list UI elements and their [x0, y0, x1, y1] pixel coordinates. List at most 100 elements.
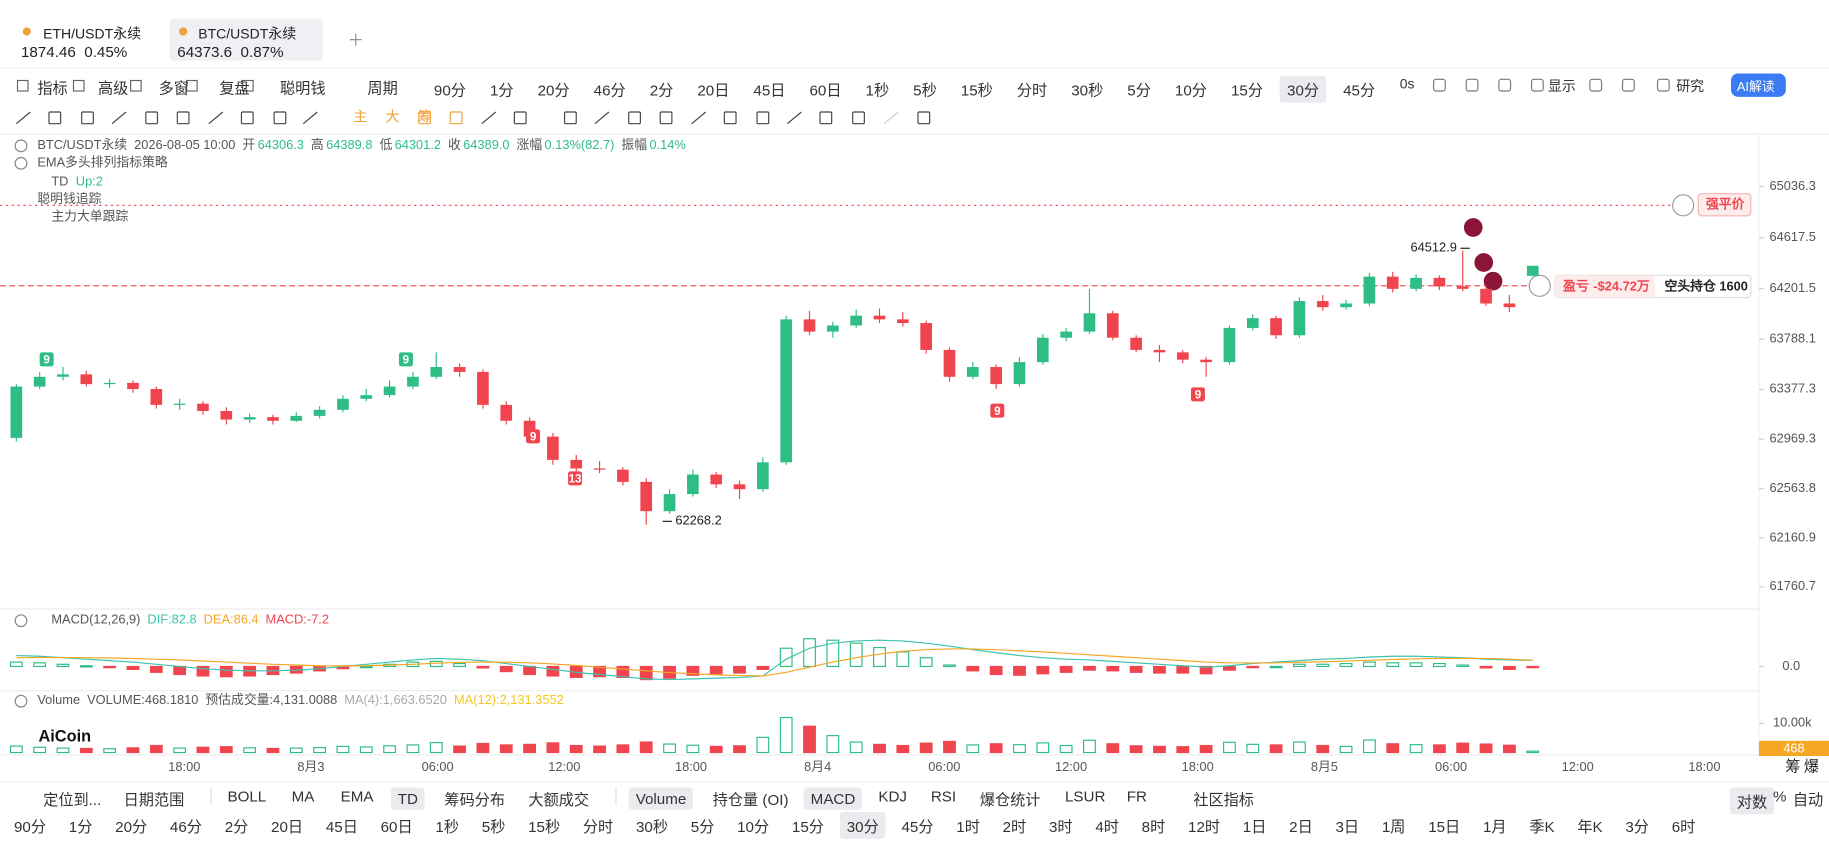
- period-button[interactable]: 45分: [901, 817, 934, 835]
- period-button[interactable]: 3日: [1335, 817, 1360, 835]
- period-button[interactable]: 5分: [1127, 81, 1151, 100]
- period-button[interactable]: 1分: [68, 817, 93, 835]
- period-button[interactable]: 30秒: [1071, 81, 1104, 100]
- period-button[interactable]: 45日: [753, 81, 786, 100]
- tool-button[interactable]: 多窗: [158, 79, 190, 97]
- indicator-button[interactable]: EMA: [340, 787, 374, 806]
- right-tool[interactable]: AI解读: [1736, 80, 1775, 95]
- period-button[interactable]: 5分: [690, 817, 715, 835]
- tab-symbol[interactable]: BTC/USDT永续: [198, 25, 297, 43]
- subchart-button[interactable]: LSUR: [1064, 787, 1106, 806]
- period-button[interactable]: 30分: [1280, 75, 1327, 103]
- volume-bar: [593, 745, 606, 754]
- tool-button[interactable]: 高级: [98, 79, 129, 97]
- subchart-button[interactable]: Volume: [628, 787, 694, 810]
- tab-quote[interactable]: 64373.6 0.87%: [177, 43, 283, 61]
- period-button[interactable]: 分时: [582, 817, 614, 835]
- period-button[interactable]: 5秒: [481, 817, 506, 835]
- macd-bar: [1526, 665, 1540, 669]
- tab-quote[interactable]: 1874.46 0.45%: [21, 43, 127, 61]
- period-button[interactable]: 15秒: [528, 817, 561, 835]
- period-button[interactable]: 年K: [1577, 817, 1603, 835]
- period-button[interactable]: 5秒: [913, 81, 937, 100]
- period-button[interactable]: 分时: [1016, 81, 1048, 100]
- right-tool[interactable]: 显示: [1547, 78, 1576, 95]
- price: 1874.46: [20, 43, 76, 61]
- period-button[interactable]: 2分: [224, 817, 249, 835]
- label[interactable]: 周期: [367, 79, 398, 97]
- period-button[interactable]: 1秒: [865, 81, 890, 100]
- period-button[interactable]: 15分: [1230, 81, 1264, 100]
- period-button[interactable]: 90分: [433, 81, 466, 100]
- indicator-button[interactable]: TD: [390, 787, 425, 810]
- indicator-button[interactable]: 筹码分布: [444, 791, 506, 809]
- tool-button[interactable]: 指标: [37, 79, 68, 97]
- period-button[interactable]: 4时: [1095, 817, 1119, 835]
- period-button[interactable]: 季K: [1529, 817, 1555, 835]
- subchart-button[interactable]: 社区指标: [1193, 791, 1254, 809]
- subchart-button[interactable]: 持仓量 (OI): [712, 791, 789, 809]
- signal-icon: [1463, 218, 1483, 237]
- liquidation-tag[interactable]: [1697, 193, 1752, 217]
- indicator-button[interactable]: BOLL: [227, 787, 267, 806]
- period-button[interactable]: 1分: [489, 81, 514, 100]
- period-button[interactable]: 3时: [1048, 817, 1073, 835]
- right-tool[interactable]: 0s: [1399, 75, 1415, 93]
- draw-tool-icon: [48, 111, 62, 125]
- period-button[interactable]: 46分: [169, 817, 202, 835]
- period-label[interactable]: 周期: [367, 76, 397, 98]
- period-button[interactable]: 1周: [1381, 817, 1406, 835]
- subchart-button[interactable]: RSI: [930, 787, 957, 806]
- draw-tool-icon: [208, 111, 224, 125]
- period-button[interactable]: 1日: [1242, 817, 1267, 835]
- period-button[interactable]: 60日: [809, 81, 842, 100]
- tool-button[interactable]: 聪明钱: [280, 79, 326, 97]
- range-button[interactable]: 日期范围: [123, 791, 185, 809]
- period-button[interactable]: 30分: [839, 811, 886, 839]
- scale-button[interactable]: %: [1773, 787, 1787, 806]
- period-button[interactable]: 1月: [1482, 817, 1507, 835]
- subchart-button[interactable]: MACD: [803, 787, 863, 810]
- period-button[interactable]: 6时: [1671, 817, 1696, 835]
- period-button[interactable]: 3分: [1625, 817, 1649, 835]
- period-button[interactable]: 20日: [271, 817, 304, 835]
- tab-symbol[interactable]: ETH/USDT永续: [43, 25, 142, 43]
- period-button[interactable]: 15分: [791, 817, 824, 835]
- period-button[interactable]: 10分: [737, 817, 770, 835]
- scale-button[interactable]: 对数: [1729, 787, 1775, 815]
- macd-bar: [709, 665, 723, 675]
- period-button[interactable]: 60日: [380, 817, 413, 835]
- period-button[interactable]: 30秒: [635, 817, 669, 835]
- tool-button[interactable]: 复盘: [219, 79, 250, 97]
- right-tool[interactable]: 研究: [1676, 78, 1705, 95]
- ai-button[interactable]: [1731, 73, 1786, 97]
- period-button[interactable]: 45分: [1343, 81, 1376, 100]
- period-button[interactable]: 2分: [649, 81, 674, 100]
- period-button[interactable]: 1时: [956, 817, 980, 835]
- period-button[interactable]: 90分: [13, 817, 47, 835]
- indicator-label: 聪明钱追踪: [37, 191, 101, 206]
- period-button[interactable]: 10分: [1174, 81, 1207, 100]
- period-button[interactable]: 12时: [1188, 817, 1221, 835]
- period-button[interactable]: 2时: [1002, 817, 1027, 835]
- period-button[interactable]: 15秒: [960, 81, 993, 100]
- period-button[interactable]: 20日: [697, 81, 730, 100]
- indicator-button[interactable]: 大额成交: [528, 791, 590, 809]
- period-button[interactable]: 15日: [1428, 817, 1461, 835]
- subchart-button[interactable]: KDJ: [878, 787, 907, 806]
- macd-bar: [1153, 665, 1166, 674]
- locate-button[interactable]: 定位到...: [43, 791, 102, 809]
- subchart-button[interactable]: FR: [1126, 787, 1148, 806]
- indicator-button[interactable]: MA: [291, 787, 315, 806]
- period-button[interactable]: 1秒: [435, 817, 460, 835]
- period-button[interactable]: 2日: [1289, 817, 1313, 835]
- period-button[interactable]: 20分: [115, 817, 148, 835]
- subchart-button[interactable]: 爆仓统计: [979, 791, 1041, 809]
- period-button[interactable]: 20分: [537, 81, 570, 100]
- candle-body: [640, 481, 653, 512]
- period-button[interactable]: 46分: [593, 81, 626, 100]
- candle-body: [267, 417, 279, 421]
- period-button[interactable]: 45日: [325, 817, 358, 835]
- scale-button[interactable]: 自动: [1792, 791, 1824, 809]
- period-button[interactable]: 8时: [1141, 817, 1166, 835]
